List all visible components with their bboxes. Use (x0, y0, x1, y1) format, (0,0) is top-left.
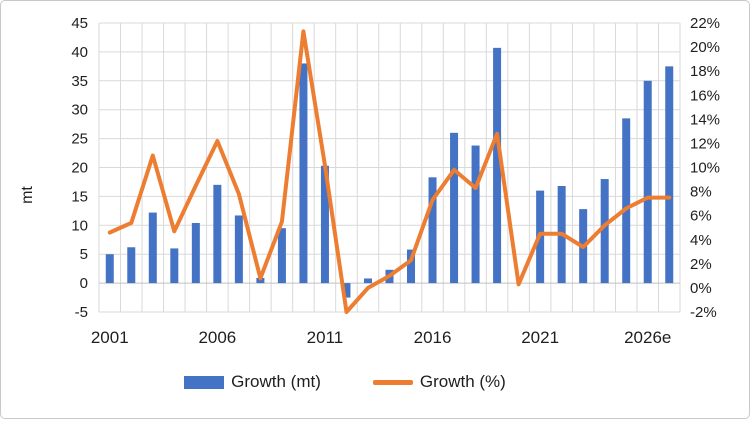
right-tick-label: 2% (690, 256, 712, 273)
right-tick-label: 4% (690, 232, 712, 249)
bar-2024 (600, 179, 609, 284)
legend-line-swatch-icon (372, 379, 413, 385)
bar-2002 (127, 247, 136, 284)
left-tick-label: 45 (71, 15, 88, 32)
left-tick-label: 5 (80, 246, 88, 263)
bar-2010 (299, 63, 308, 284)
right-tick-label: 22% (690, 15, 720, 32)
legend-bar-swatch-icon (184, 375, 225, 389)
right-tick-label: 12% (690, 135, 720, 152)
bar-2027 (665, 66, 674, 284)
bar-2018 (471, 145, 480, 284)
bar-2009 (277, 228, 286, 284)
right-tick-label: -2% (690, 304, 717, 321)
bar-2026 (643, 80, 652, 284)
bar-2011 (320, 165, 329, 284)
bar-2003 (148, 212, 157, 284)
left-tick-label: 30 (71, 102, 88, 119)
right-tick-label: 8% (690, 184, 712, 201)
left-tick-label: 35 (71, 73, 88, 90)
legend-label: Growth (mt) (231, 372, 321, 391)
left-tick-label: 20 (71, 160, 88, 177)
left-tick-label: 15 (71, 188, 88, 205)
left-tick-label: 40 (71, 44, 88, 61)
growth-pct-line (107, 29, 672, 314)
bar-2005 (191, 222, 200, 284)
left-tick-label: 0 (80, 275, 88, 292)
x-tick-label: 2011 (307, 328, 344, 347)
bar-2007 (234, 215, 243, 284)
bar-2004 (170, 248, 179, 284)
legend-item-growth-mt: Growth (mt) (184, 372, 321, 392)
bar-2025 (622, 118, 631, 284)
legend-item-growth-pct: Growth (%) (372, 372, 506, 392)
bar-2012 (342, 283, 351, 298)
right-tick-label: 14% (690, 111, 720, 128)
right-tick-label: 10% (690, 160, 720, 177)
left-tick-label: 25 (71, 131, 88, 148)
x-tick-label: 2026e (624, 328, 671, 347)
bar-2017 (450, 132, 459, 284)
bar-2001 (105, 254, 114, 284)
left-tick-label: -5 (75, 304, 88, 321)
x-tick-label: 2001 (91, 328, 129, 347)
left-axis-title: mt (19, 186, 36, 204)
chart-legend: Growth (mt) Growth (%) (0, 370, 690, 394)
right-tick-label: 6% (690, 208, 712, 225)
bar-2016 (428, 177, 437, 284)
x-tick-label: 2006 (198, 328, 236, 347)
right-tick-label: 18% (690, 63, 720, 80)
x-tick-label: 2016 (414, 328, 452, 347)
bar-2013 (363, 278, 372, 284)
bar-2015 (407, 249, 416, 284)
bar-2008 (256, 277, 265, 284)
left-tick-label: 10 (71, 217, 88, 234)
legend-label: Growth (%) (419, 372, 506, 391)
right-tick-label: 0% (690, 280, 712, 297)
right-tick-label: 16% (690, 87, 720, 104)
bar-2019 (493, 47, 502, 284)
bar-2006 (213, 184, 222, 284)
right-tick-label: 20% (690, 39, 720, 56)
x-tick-label: 2021 (521, 328, 559, 347)
